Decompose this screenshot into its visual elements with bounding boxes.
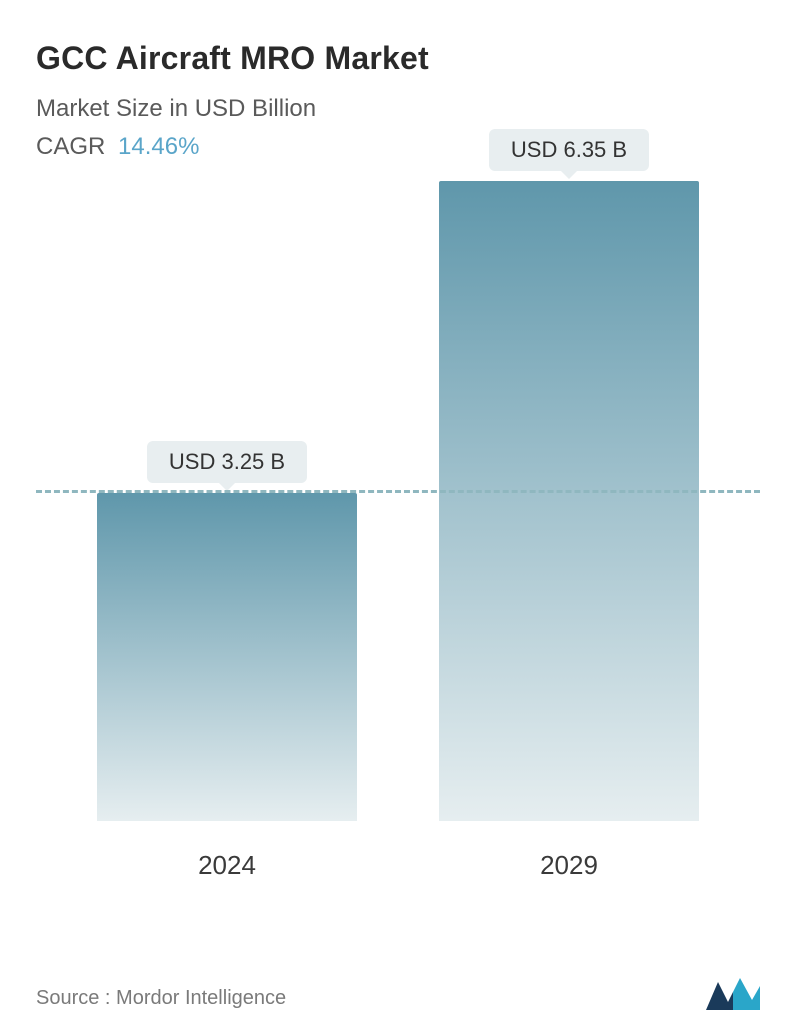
x-axis-labels: 2024 2029	[36, 850, 760, 881]
bar	[97, 493, 357, 821]
chart-area: USD 3.25 BUSD 6.35 B 2024 2029	[36, 181, 760, 881]
cagr-value: 14.46%	[118, 133, 199, 160]
cagr-label: CAGR	[36, 133, 105, 160]
x-axis-label: 2024	[87, 850, 367, 881]
source-text: Source : Mordor Intelligence	[36, 987, 286, 1010]
brand-logo-icon	[706, 974, 760, 1010]
value-badge: USD 3.25 B	[147, 441, 307, 483]
bar-column: USD 3.25 B	[87, 441, 367, 821]
bar-column: USD 6.35 B	[429, 129, 709, 821]
reference-line	[36, 490, 760, 493]
chart-title: GCC Aircraft MRO Market	[36, 40, 760, 77]
bar	[439, 181, 699, 821]
bars-container: USD 3.25 BUSD 6.35 B	[36, 181, 760, 821]
chart-footer: Source : Mordor Intelligence	[36, 974, 760, 1010]
value-badge: USD 6.35 B	[489, 129, 649, 171]
chart-subtitle: Market Size in USD Billion	[36, 95, 760, 123]
x-axis-label: 2029	[429, 850, 709, 881]
